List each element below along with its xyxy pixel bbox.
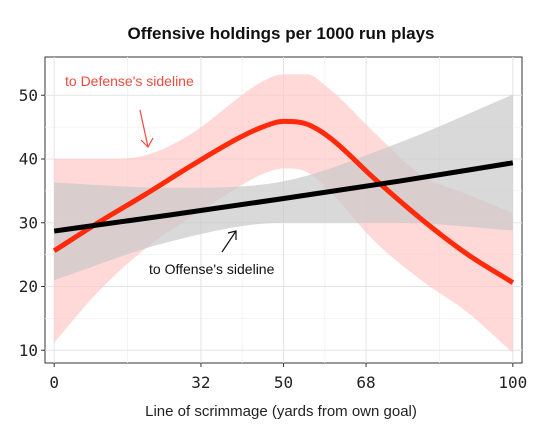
x-axis-label: Line of scrimmage (yards from own goal) bbox=[145, 403, 417, 420]
confidence-bands bbox=[54, 74, 513, 353]
x-tick-label: 50 bbox=[274, 373, 293, 392]
x-axis: 0 32 50 68 100 bbox=[49, 363, 527, 392]
series-lines bbox=[52, 118, 515, 285]
chart-title: Offensive holdings per 1000 run plays bbox=[127, 24, 434, 43]
x-tick-label: 32 bbox=[191, 373, 210, 392]
x-tick-label: 0 bbox=[49, 373, 59, 392]
x-tick-label: 100 bbox=[498, 373, 527, 392]
annotation-offense: to Offense's sideline bbox=[149, 261, 275, 277]
x-tick-label: 68 bbox=[356, 373, 375, 392]
y-tick-label: 20 bbox=[19, 277, 38, 296]
confidence-band-offense bbox=[54, 94, 513, 281]
series-line-offense bbox=[53, 160, 514, 234]
annotation-defense: to Defense's sideline bbox=[65, 73, 194, 89]
y-axis: 10 20 30 40 50 bbox=[19, 86, 45, 360]
y-tick-label: 30 bbox=[19, 213, 38, 232]
y-tick-label: 40 bbox=[19, 150, 38, 169]
annotations: to Defense's sideline to Offense's sideli… bbox=[65, 73, 275, 277]
series-line-defense bbox=[52, 118, 515, 285]
y-tick-label: 10 bbox=[19, 341, 38, 360]
y-tick-label: 50 bbox=[19, 86, 38, 105]
annotation-arrowhead-offense bbox=[227, 230, 237, 240]
annotation-arrow-defense bbox=[139, 109, 149, 148]
annotation-arrowhead-defense bbox=[140, 137, 154, 148]
annotation-arrow-offense bbox=[221, 230, 237, 253]
